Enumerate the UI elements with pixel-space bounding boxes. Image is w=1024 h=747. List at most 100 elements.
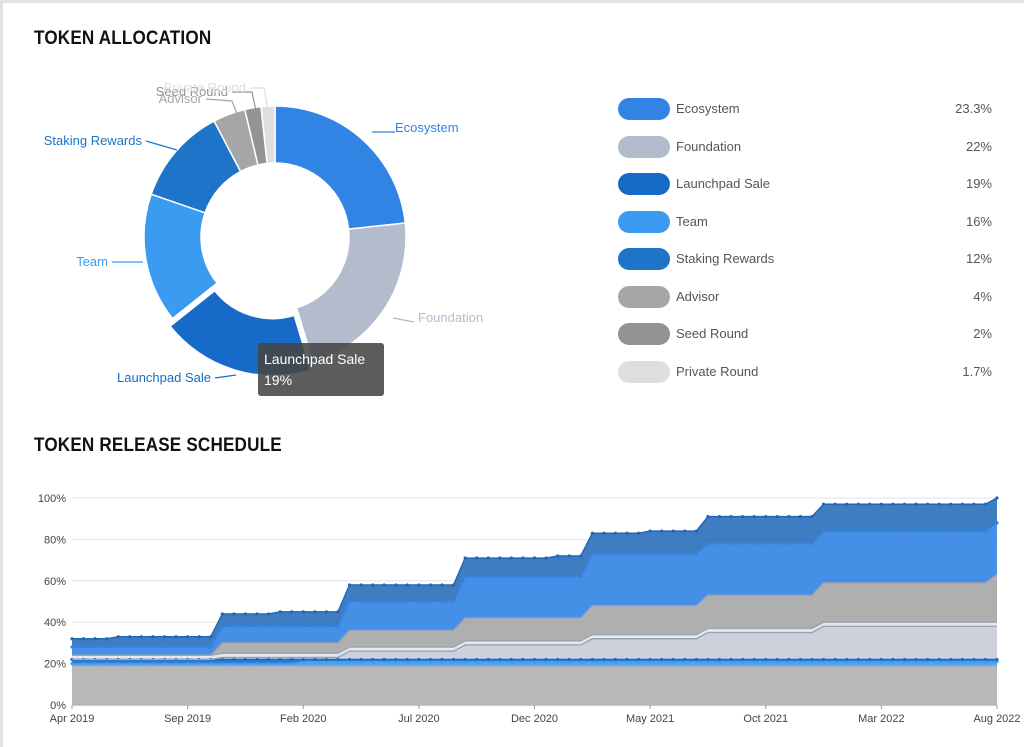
area-point bbox=[128, 645, 132, 649]
area-point bbox=[266, 662, 271, 666]
tooltip-value: 19% bbox=[264, 372, 293, 388]
donut-slice-ecosystem[interactable] bbox=[274, 105, 407, 230]
area-point bbox=[648, 657, 652, 662]
area-point bbox=[486, 556, 490, 560]
area-point bbox=[475, 657, 479, 662]
legend-item-ecosystem[interactable]: Ecosystem 23.3% bbox=[616, 96, 996, 134]
legend-item-advisor[interactable]: Advisor 4% bbox=[616, 284, 996, 322]
y-tick-label: 0% bbox=[50, 700, 66, 712]
area-point bbox=[937, 657, 941, 662]
donut-label-team: Team bbox=[76, 254, 108, 269]
legend-item-staking-rewards[interactable]: Staking Rewards 12% bbox=[616, 246, 996, 284]
legend-item-seed-round[interactable]: Seed Round 2% bbox=[616, 321, 996, 359]
area-point bbox=[544, 556, 548, 560]
area-point bbox=[752, 515, 756, 519]
area-point bbox=[451, 657, 456, 662]
donut-leader-foundation bbox=[392, 317, 415, 323]
area-point bbox=[417, 599, 421, 604]
y-tick-label: 100% bbox=[38, 493, 66, 505]
area-point bbox=[116, 645, 120, 649]
legend-value: 1.7% bbox=[962, 363, 992, 379]
area-point bbox=[995, 657, 999, 662]
area-point bbox=[972, 502, 976, 506]
area-point bbox=[105, 662, 109, 666]
area-point bbox=[463, 556, 467, 560]
area-point bbox=[290, 624, 294, 628]
allocation-legend: Ecosystem 23.3% Foundation 22% Launchpad Sal… bbox=[616, 96, 996, 396]
area-point bbox=[671, 529, 675, 533]
area-point bbox=[810, 541, 814, 546]
area-point bbox=[833, 657, 837, 662]
area-point bbox=[151, 635, 155, 639]
area-point bbox=[821, 657, 826, 662]
area-point bbox=[613, 531, 618, 535]
area-point bbox=[983, 529, 988, 533]
area-point bbox=[602, 531, 606, 535]
area-point bbox=[186, 645, 190, 649]
area-point bbox=[902, 657, 907, 662]
area-point bbox=[440, 583, 444, 587]
area-point bbox=[625, 552, 629, 556]
donut-label-staking-rewards: Staking Rewards bbox=[44, 133, 143, 148]
area-point bbox=[868, 529, 872, 533]
donut-label-launchpad-sale: Launchpad Sale bbox=[117, 370, 211, 385]
area-point bbox=[509, 556, 513, 560]
area-point bbox=[162, 635, 167, 639]
donut-slice-private-round[interactable] bbox=[260, 105, 276, 165]
legend-label: Advisor bbox=[676, 288, 720, 304]
area-point bbox=[232, 657, 236, 662]
area-point bbox=[405, 599, 409, 604]
area-point bbox=[648, 552, 652, 556]
area-point bbox=[579, 575, 583, 579]
tooltip-label: Launchpad Sale bbox=[264, 351, 366, 367]
legend-item-launchpad-sale[interactable]: Launchpad Sale 19% bbox=[616, 171, 996, 209]
legend-item-private-round[interactable]: Private Round 1.7% bbox=[616, 359, 996, 397]
legend-swatch-launchpad-sale bbox=[618, 173, 670, 195]
area-point bbox=[891, 529, 895, 533]
area-point bbox=[382, 599, 386, 604]
area-point bbox=[463, 575, 467, 579]
area-point bbox=[70, 645, 74, 649]
area-point bbox=[891, 657, 895, 662]
area-point bbox=[509, 575, 513, 579]
area-point bbox=[359, 583, 363, 587]
area-point bbox=[428, 583, 433, 587]
area-point bbox=[278, 610, 282, 614]
legend-label: Seed Round bbox=[676, 326, 749, 341]
area-point bbox=[706, 657, 710, 662]
legend-item-team[interactable]: Team 16% bbox=[616, 209, 996, 247]
area-point bbox=[394, 657, 398, 662]
area-point bbox=[660, 529, 664, 533]
area-point bbox=[521, 575, 525, 579]
area-point bbox=[243, 657, 248, 662]
area-point bbox=[902, 529, 907, 533]
area-point bbox=[972, 529, 976, 533]
area-point bbox=[498, 556, 502, 560]
area-point bbox=[290, 657, 294, 662]
area-point bbox=[995, 496, 999, 500]
area-point bbox=[926, 502, 930, 506]
area-point bbox=[81, 662, 86, 666]
area-point bbox=[347, 599, 352, 604]
donut-leader-launchpad-sale bbox=[214, 374, 237, 379]
area-point bbox=[486, 575, 490, 579]
area-point bbox=[937, 502, 941, 506]
area-point bbox=[174, 635, 178, 639]
area-point bbox=[266, 624, 271, 628]
legend-swatch-staking-rewards bbox=[618, 248, 670, 270]
area-point bbox=[764, 541, 768, 546]
area-line-5 bbox=[72, 574, 998, 657]
x-tick-label: Dec 2020 bbox=[511, 713, 558, 725]
legend-item-foundation[interactable]: Foundation 22% bbox=[616, 134, 996, 172]
donut-label-advisor: Advisor bbox=[159, 91, 203, 106]
area-point bbox=[625, 657, 629, 662]
area-layer-6 bbox=[72, 522, 997, 656]
area-point bbox=[162, 645, 167, 649]
legend-label: Ecosystem bbox=[676, 101, 740, 116]
area-point bbox=[856, 529, 860, 533]
area-point bbox=[278, 624, 282, 628]
donut-label-seed-round: Seed Round bbox=[156, 84, 228, 99]
area-point bbox=[683, 529, 687, 533]
legend-label: Private Round bbox=[676, 363, 759, 379]
